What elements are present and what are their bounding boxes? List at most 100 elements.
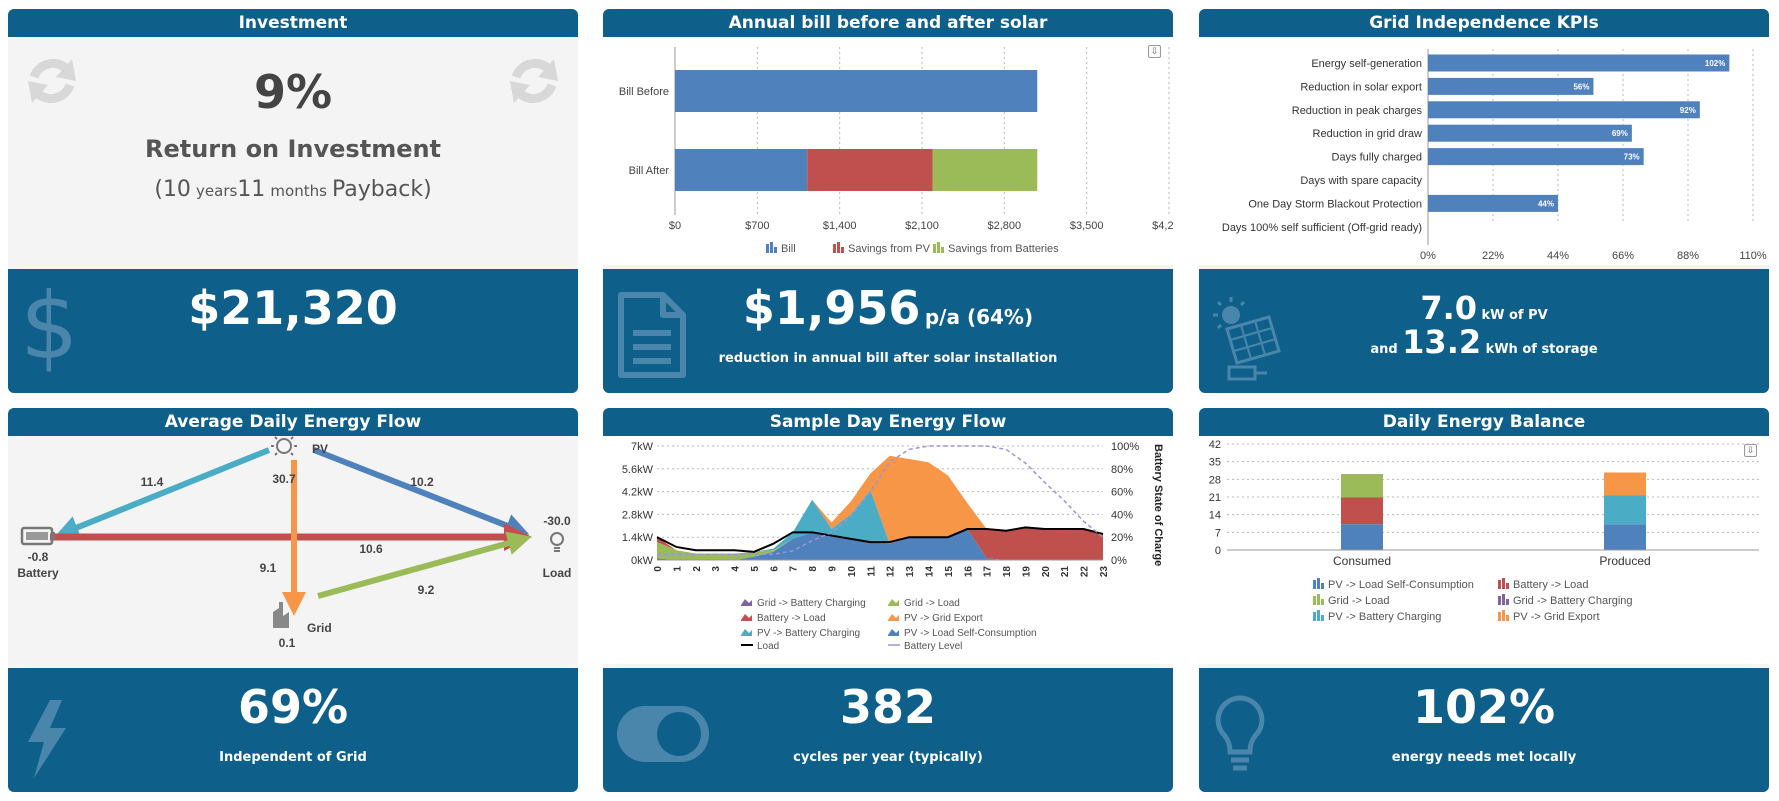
y-tick-label: 7 (1215, 527, 1221, 539)
legend-item[interactable]: Bill (766, 242, 796, 255)
x-tick-label: 8 (808, 566, 819, 572)
legend-swatch (1506, 583, 1509, 589)
x-tick-label: 5 (750, 566, 761, 572)
legend-swatch (1502, 594, 1505, 605)
legend-item[interactable]: Grid -> Load (888, 598, 960, 609)
kpi-label: One Day Storm Blackout Protection (1248, 198, 1422, 210)
x-tick-label: 15 (944, 566, 955, 578)
document-icon (618, 292, 686, 378)
legend-label: PV -> Battery Charging (1328, 611, 1441, 623)
x-tick-label: 2 (692, 566, 703, 572)
x-tick-label: 18 (1002, 566, 1013, 578)
bar-segment (1604, 524, 1646, 550)
legend-swatch (1313, 612, 1316, 621)
kpi-bar (1428, 194, 1558, 212)
x-tick-label: 88% (1677, 250, 1699, 262)
legend-swatch (888, 629, 899, 636)
legend-item[interactable]: Savings from PV (833, 242, 931, 255)
y2-tick-label: 100% (1111, 441, 1139, 453)
legend-item[interactable]: PV -> Battery Charging (1313, 610, 1441, 623)
x-tick-label: $1,400 (823, 220, 857, 232)
legend-swatch (1317, 578, 1320, 589)
legend-swatch (937, 242, 940, 253)
download-icon[interactable]: ⇩ (1744, 444, 1757, 457)
download-icon[interactable]: ⇩ (1148, 45, 1161, 58)
x-tick-label: 21 (1060, 566, 1071, 578)
y-tick-label: 1.4kW (622, 532, 654, 544)
legend-swatch (741, 629, 752, 636)
x-tick-label: 4 (731, 566, 742, 572)
grid-kpi-footer: 7.0 kW of PV and 13.2 kWh of storage (1199, 269, 1769, 393)
kpi-bar-label: 56% (1573, 82, 1589, 91)
annual-bill-chart: $0 $700 $1,400 $2,100 $2,800 $3,500 $4,200 Bill… (619, 47, 1173, 255)
kpi-bar-label: 69% (1612, 129, 1628, 138)
bill-reduction-value: $1,956 (742, 281, 921, 335)
legend-item[interactable]: Grid -> Load (1313, 594, 1389, 607)
flow-label-pv-grid: 9.1 (260, 561, 277, 575)
legend-swatch (1317, 610, 1320, 621)
legend-item[interactable]: PV -> Load Self-Consumption (1313, 578, 1474, 591)
legend-swatch (1498, 612, 1501, 621)
battery-icon (20, 526, 55, 546)
x-tick-label: 12 (886, 566, 897, 578)
x-tick-label: 44% (1547, 250, 1569, 262)
legend-item[interactable]: Grid -> Battery Charging (1498, 594, 1633, 607)
category-label: Bill Before (619, 86, 669, 98)
and-word: and (1370, 342, 1398, 357)
x-tick-label: 14 (924, 566, 935, 578)
bar-segment (807, 149, 933, 191)
legend-swatch (774, 247, 777, 253)
x-tick-label: 13 (905, 566, 916, 578)
legend-item[interactable]: PV -> Battery Charging (741, 628, 860, 639)
legend-swatch (1498, 596, 1501, 605)
legend-swatch (1317, 594, 1320, 605)
legend-swatch (888, 614, 899, 621)
y-tick-label: 7kW (631, 441, 654, 453)
legend-item[interactable]: Load (741, 641, 779, 652)
energy-flow-footer: 69% Independent of Grid (8, 668, 578, 792)
kpi-label: Reduction in grid draw (1313, 128, 1423, 140)
legend-swatch (1502, 610, 1505, 621)
legend-item[interactable]: Grid -> Battery Charging (741, 598, 866, 609)
flow-label-pv-load: 10.2 (410, 475, 434, 489)
x-tick-label: $2,100 (905, 220, 939, 232)
bar-segment (1341, 474, 1383, 498)
legend-item[interactable]: PV -> Grid Export (888, 613, 983, 624)
legend-swatch (888, 599, 899, 606)
y2-axis-title: Battery State of Charge (1152, 444, 1164, 566)
legend-item[interactable]: Savings from Batteries (933, 242, 1059, 255)
kpi-bar-label: 92% (1680, 106, 1696, 115)
kpi-bar (1428, 77, 1594, 95)
legend-item[interactable]: Battery Level (888, 641, 962, 652)
flow-arrow-pv-battery (54, 447, 271, 539)
payback-open: ( (154, 177, 163, 202)
bar-segment (1341, 524, 1383, 550)
legend-label: Battery Level (904, 641, 962, 652)
flow-label-battery-load: 10.6 (359, 542, 383, 556)
legend-swatch (1506, 615, 1509, 621)
legend-swatch (1321, 583, 1324, 589)
legend-label: Battery -> Load (757, 613, 826, 624)
x-tick-label: 17 (983, 566, 994, 578)
legend-item[interactable]: Battery -> Load (1498, 578, 1589, 591)
legend-swatch (1321, 615, 1324, 621)
battery-value: -0.8 (28, 550, 49, 564)
daily-balance-footer: 102% energy needs met locally (1199, 668, 1769, 792)
legend-swatch (1506, 599, 1509, 605)
category-label: Produced (1599, 554, 1650, 568)
legend-item[interactable]: PV -> Grid Export (1498, 610, 1600, 623)
payback-line: (10 years11 months Payback) (8, 177, 578, 202)
pv-label: PV (312, 442, 328, 456)
kpi-label: Days fully charged (1332, 152, 1423, 164)
payback-word: Payback (332, 177, 424, 202)
sample-day-footer: 382 cycles per year (typically) (603, 668, 1173, 792)
x-tick-label: 22 (1080, 566, 1091, 578)
legend-swatch (841, 247, 844, 253)
bar-segment (1341, 497, 1383, 525)
legend-item[interactable]: PV -> Load Self-Consumption (888, 628, 1037, 639)
legend-label: Grid -> Load (1328, 595, 1389, 607)
cycles-value: 382 (839, 680, 937, 734)
category-label: Bill After (629, 165, 670, 177)
legend-item[interactable]: Battery -> Load (741, 613, 826, 624)
lightbulb-icon (1215, 695, 1265, 771)
